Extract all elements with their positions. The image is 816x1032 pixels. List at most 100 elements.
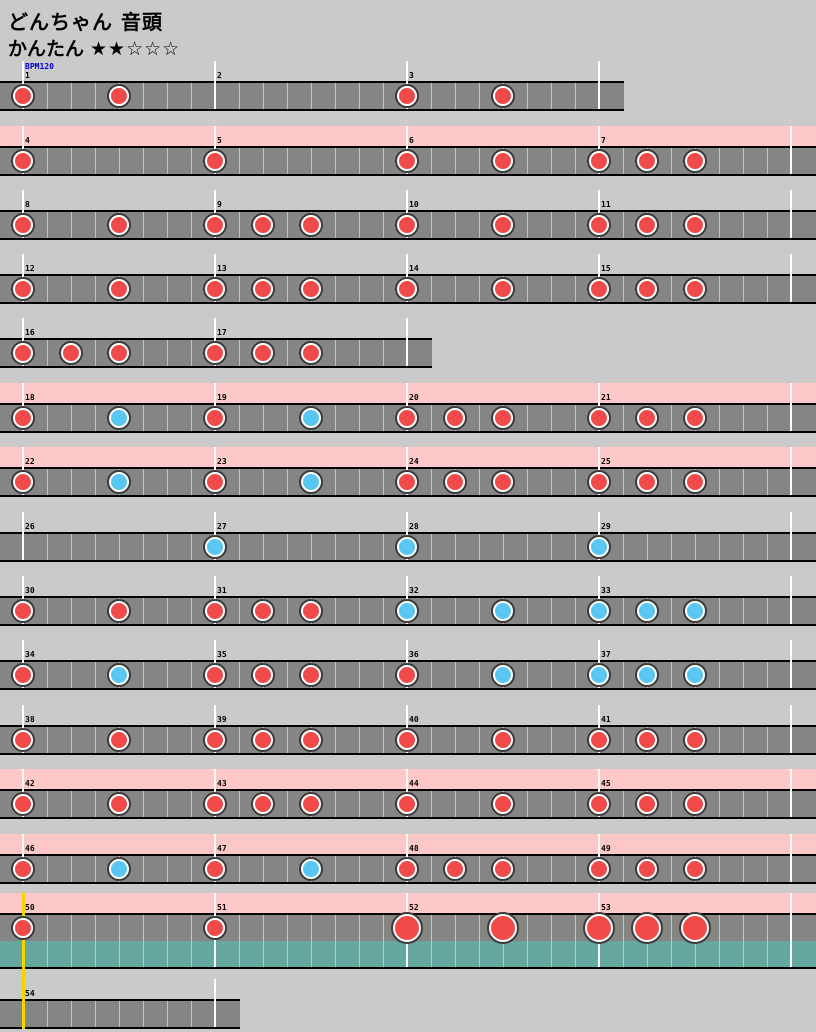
measure-number: 21 <box>601 393 611 402</box>
beat-grid-line <box>95 598 96 624</box>
beat-grid-line <box>527 212 528 238</box>
measure-line <box>790 834 792 882</box>
note-don <box>685 472 705 492</box>
beat-grid-line <box>335 856 336 882</box>
beat-grid-line <box>383 791 384 817</box>
beat-grid-line <box>143 856 144 882</box>
beat-grid-line <box>47 727 48 753</box>
measure-line <box>22 190 24 238</box>
note-don <box>685 215 705 235</box>
measure-line <box>22 512 24 560</box>
note-ka <box>685 665 705 685</box>
measure-number: 28 <box>409 522 419 531</box>
beat-grid-line <box>143 340 144 366</box>
measure-number: 5 <box>217 136 222 145</box>
note-don <box>637 151 657 171</box>
beat-grid-line <box>95 405 96 431</box>
beat-grid-line <box>719 148 720 174</box>
measure-number: 10 <box>409 200 419 209</box>
note-ka <box>685 601 705 621</box>
measure-line <box>598 576 600 624</box>
beat-grid-line <box>527 148 528 174</box>
note-don <box>589 472 609 492</box>
beat-grid-line <box>263 915 264 967</box>
note-ka <box>301 859 321 879</box>
beat-grid-line <box>191 405 192 431</box>
beat-grid-line <box>623 276 624 302</box>
beat-grid-line <box>479 856 480 882</box>
beat-grid-line <box>479 469 480 495</box>
beat-grid-line <box>383 340 384 366</box>
measure-line <box>598 640 600 688</box>
note-lane <box>0 83 624 109</box>
beat-grid-line <box>287 534 288 560</box>
beat-grid-line <box>71 534 72 560</box>
measure-number: 54 <box>25 989 35 998</box>
beat-grid-line <box>47 791 48 817</box>
note-don <box>589 794 609 814</box>
beat-grid-line <box>743 727 744 753</box>
measure-line <box>790 447 792 495</box>
measure-number: 6 <box>409 136 414 145</box>
note-ka <box>109 859 129 879</box>
measure-number: 22 <box>25 457 35 466</box>
measure-number: 7 <box>601 136 606 145</box>
beat-grid-line <box>359 856 360 882</box>
beat-grid-line <box>359 469 360 495</box>
measure-line <box>790 893 792 967</box>
note-don-big <box>681 914 709 942</box>
measure-line <box>790 126 792 174</box>
note-don <box>397 151 417 171</box>
note-don <box>637 859 657 879</box>
beat-grid-line <box>551 534 552 560</box>
beat-grid-line <box>239 405 240 431</box>
beat-grid-line <box>743 276 744 302</box>
beat-grid-line <box>551 83 552 109</box>
beat-grid-line <box>71 469 72 495</box>
note-don <box>397 472 417 492</box>
measure-line <box>406 61 408 109</box>
beat-grid-line <box>167 148 168 174</box>
beat-grid-line <box>551 915 552 967</box>
beat-grid-line <box>47 1001 48 1027</box>
measure-number: 31 <box>217 586 227 595</box>
note-don <box>205 279 225 299</box>
beat-grid-line <box>263 534 264 560</box>
beat-grid-line <box>95 83 96 109</box>
beat-grid-line <box>719 212 720 238</box>
note-ka <box>637 601 657 621</box>
beat-grid-line <box>575 405 576 431</box>
measure-number: 40 <box>409 715 419 724</box>
beat-grid-line <box>383 276 384 302</box>
beat-grid-line <box>455 534 456 560</box>
beat-grid-line <box>743 212 744 238</box>
beat-grid-line <box>47 598 48 624</box>
beat-grid-line <box>335 791 336 817</box>
note-ka <box>109 408 129 428</box>
beat-grid-line <box>575 598 576 624</box>
beat-grid-line <box>431 662 432 688</box>
beat-grid-line <box>479 915 480 967</box>
beat-grid-line <box>623 212 624 238</box>
note-ka <box>589 601 609 621</box>
note-don-big <box>393 914 421 942</box>
difficulty-stars: ★★☆☆☆ <box>90 38 181 60</box>
note-don <box>253 279 273 299</box>
beat-grid-line <box>527 791 528 817</box>
note-don <box>253 730 273 750</box>
beat-grid-line <box>767 148 768 174</box>
beat-grid-line <box>383 915 384 967</box>
note-don <box>13 279 33 299</box>
measure-number: 44 <box>409 779 419 788</box>
beat-grid-line <box>431 212 432 238</box>
beat-grid-line <box>767 469 768 495</box>
beat-grid-line <box>47 915 48 967</box>
beat-grid-line <box>71 212 72 238</box>
beat-grid-line <box>455 791 456 817</box>
measure-line <box>406 447 408 495</box>
beat-grid-line <box>575 469 576 495</box>
beat-grid-line <box>767 276 768 302</box>
beat-grid-line <box>71 662 72 688</box>
measure-line <box>598 254 600 302</box>
beat-grid-line <box>95 915 96 967</box>
